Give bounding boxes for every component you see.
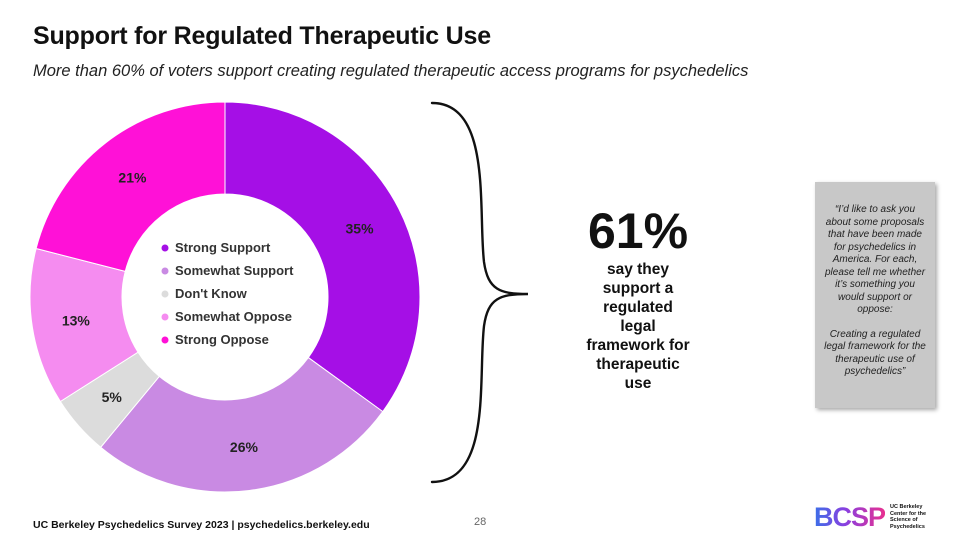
legend-swatch-somewhat-oppose (161, 313, 169, 321)
survey-item-text: Creating a regulated legal framework for… (824, 328, 926, 378)
caption-line: framework for (586, 337, 690, 354)
slice-label-strong-oppose: 21% (118, 170, 147, 186)
logo-line: Psychedelics (890, 523, 925, 530)
logo-subtitle: UC Berkeley Center for the Science of Ps… (890, 504, 934, 530)
legend-swatch-don-t-know (161, 290, 169, 298)
legend-label-somewhat-support: Somewhat Support (175, 263, 294, 278)
caption-line: say they (606, 261, 670, 278)
logo-line: Center for the (890, 510, 927, 517)
slice-label-don-t-know: 5% (102, 389, 123, 405)
caption-line: legal (620, 318, 656, 335)
slice-label-strong-support: 35% (346, 220, 375, 236)
slice-label-somewhat-oppose: 13% (62, 313, 91, 329)
slice-label-somewhat-support: 26% (230, 439, 259, 455)
survey-question-text: “I’d like to ask you about some proposal… (824, 204, 926, 315)
footer-source: UC Berkeley Psychedelics Survey 2023 | p… (33, 519, 370, 531)
legend-label-somewhat-oppose: Somewhat Oppose (175, 309, 292, 324)
caption-line: use (624, 375, 652, 392)
support-stat: 61% (587, 203, 689, 259)
donut-slice-strong-support (224, 101, 421, 413)
slide-title: Support for Regulated Therapeutic Use (33, 22, 491, 50)
donut-slice-somewhat-support (99, 356, 384, 493)
legend-label-strong-support: Strong Support (175, 240, 271, 255)
slide-subtitle: More than 60% of voters support creating… (33, 62, 749, 80)
legend-swatch-strong-support (161, 244, 169, 252)
page-number: 28 (474, 516, 487, 528)
logo-line: UC Berkeley (890, 504, 923, 510)
donut-slice-strong-oppose (35, 101, 226, 272)
legend-label-strong-oppose: Strong Oppose (175, 332, 269, 347)
caption-line: regulated (603, 299, 673, 316)
logo-line: Science of (890, 517, 918, 523)
support-stat-caption: say they support a regulated legal frame… (568, 260, 708, 393)
caption-line: support a (602, 280, 674, 297)
legend-label-don-t-know: Don't Know (175, 286, 248, 301)
legend-swatch-strong-oppose (161, 336, 169, 344)
logo-letters: BCSP (814, 502, 886, 532)
legend-swatch-somewhat-support (161, 267, 169, 275)
bcsp-logo: BCSP UC Berkeley Center for the Science … (814, 503, 934, 531)
survey-question-box: “I’d like to ask you about some proposal… (815, 182, 935, 408)
caption-line: therapeutic (596, 356, 680, 373)
